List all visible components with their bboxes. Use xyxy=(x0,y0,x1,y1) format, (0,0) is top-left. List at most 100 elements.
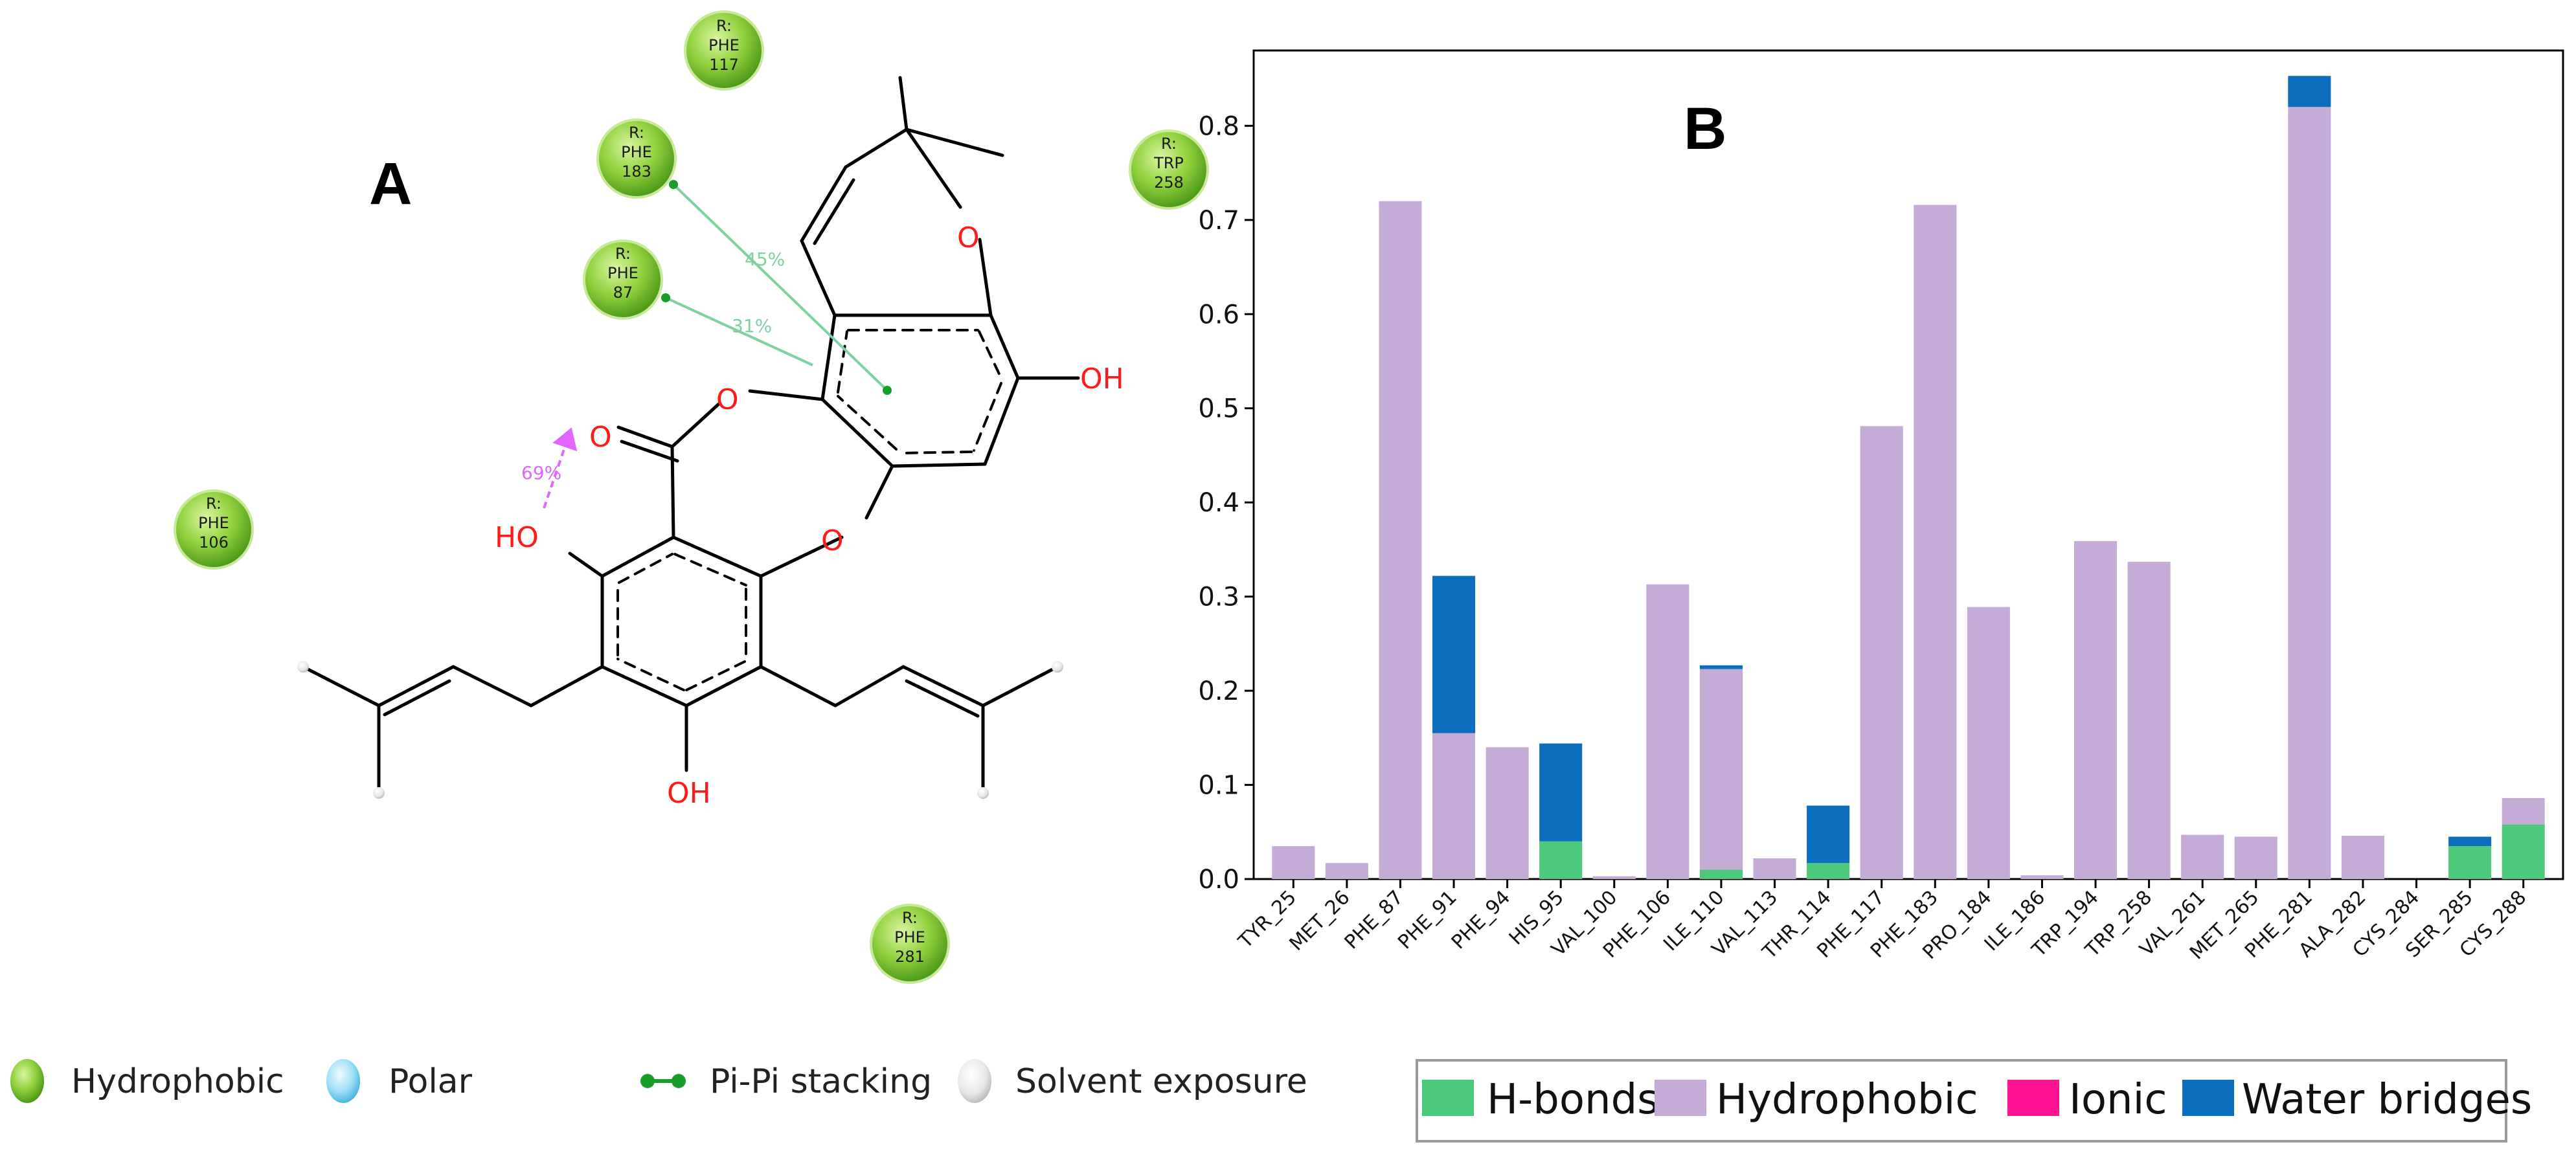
legend-hydrophobic-label: Hydrophobic xyxy=(71,1062,284,1101)
bar-phe-91-water-bridges xyxy=(1432,575,1476,733)
interaction-pct-45: 45% xyxy=(745,249,785,270)
x-axis: TYR_25MET_26PHE_87PHE_91PHE_94HIS_95VAL_… xyxy=(1234,879,2531,964)
h-bond-arrow xyxy=(543,427,578,509)
interaction-lines: 45% 31% 69% xyxy=(521,180,892,509)
svg-text:TRP: TRP xyxy=(1153,154,1184,172)
bar-cys-288-hydrophobic xyxy=(2502,798,2545,825)
atom-label-o-ether: O xyxy=(821,524,844,557)
panel-a: A xyxy=(10,10,1307,1103)
bar-met-265-hydrophobic xyxy=(2234,836,2277,879)
bar-val-100-hydrophobic xyxy=(1592,876,1636,879)
bar-his-95-water-bridges xyxy=(1539,743,1583,842)
svg-text:R:: R: xyxy=(629,124,644,142)
ring-centroid-dot xyxy=(883,386,892,395)
bar-ile-186-hydrophobic xyxy=(2020,875,2064,879)
x-tick-label: MET_26 xyxy=(1285,886,1355,955)
legend-label-hydrophobic: Hydrophobic xyxy=(1716,1076,1978,1124)
legend-label-h-bonds: H-bonds xyxy=(1487,1076,1659,1124)
svg-text:PHE: PHE xyxy=(607,264,638,282)
svg-text:258: 258 xyxy=(1154,173,1184,192)
bar-ile-110-hydrophobic xyxy=(1699,669,1743,870)
svg-text:PHE: PHE xyxy=(198,514,229,532)
bar-ile-110-h-bonds xyxy=(1699,869,1743,879)
legend-swatch-hydrophobic xyxy=(1655,1080,1706,1116)
solvent-exposure-dot xyxy=(297,661,309,673)
legend-solvent-label: Solvent exposure xyxy=(1015,1062,1307,1101)
solvent-exposure-markers xyxy=(297,661,1063,799)
atom-label-o-pyran: O xyxy=(957,221,980,254)
interaction-pct-31: 31% xyxy=(732,315,772,337)
svg-text:PHE: PHE xyxy=(621,143,652,161)
residue-phe106: R: PHE 106 xyxy=(174,489,254,570)
bar-phe-106-hydrophobic xyxy=(1646,584,1689,879)
legend-b-frame xyxy=(1416,1059,2507,1143)
svg-text:R:: R: xyxy=(716,17,732,35)
bar-val-113-hydrophobic xyxy=(1753,858,1796,879)
chart-bars xyxy=(1272,76,2545,880)
bar-trp-194-hydrophobic xyxy=(2074,541,2118,879)
bar-phe-87-hydrophobic xyxy=(1379,201,1422,879)
bar-phe-94-hydrophobic xyxy=(1486,747,1529,879)
bar-phe-117-hydrophobic xyxy=(1860,426,1903,879)
panel-a-letter: A xyxy=(369,151,412,217)
y-tick-label: 0.0 xyxy=(1198,865,1239,895)
residue-phe281: R: PHE 281 xyxy=(870,904,950,984)
x-tick-label: PHE_87 xyxy=(1340,886,1408,954)
y-axis: 0.0 0.1 0.2 0.3 0.4 0.5 0.6 0.7 0.8 xyxy=(1198,111,1254,895)
legend-label-water-bridges: Water bridges xyxy=(2242,1076,2532,1124)
svg-text:183: 183 xyxy=(622,162,651,181)
bar-ser-285-water-bridges xyxy=(2448,836,2492,847)
grey-sphere-icon xyxy=(958,1059,991,1103)
svg-text:281: 281 xyxy=(895,948,925,966)
bar-ser-285-h-bonds xyxy=(2448,846,2492,879)
atom-label-o-ester: O xyxy=(716,383,739,416)
atom-labels: O OH O O O HO OH xyxy=(495,221,1124,810)
x-tick-label: PHE_91 xyxy=(1394,886,1461,954)
legend-pipi-label: Pi-Pi stacking xyxy=(710,1062,932,1101)
bar-cys-288-h-bonds xyxy=(2502,824,2545,879)
bar-tyr-25-hydrophobic xyxy=(1272,846,1315,879)
solvent-exposure-dot xyxy=(373,787,385,799)
svg-text:117: 117 xyxy=(709,56,739,74)
x-tick-label: PHE_94 xyxy=(1447,886,1515,954)
legend-label-ionic: Ionic xyxy=(2069,1076,2167,1124)
atom-label-oh-right: OH xyxy=(1080,362,1124,396)
svg-text:R:: R: xyxy=(206,495,221,513)
bar-pro-184-hydrophobic xyxy=(1967,607,2010,879)
bar-his-95-h-bonds xyxy=(1539,841,1583,879)
bar-ile-110-water-bridges xyxy=(1699,665,1743,669)
pi-pi-endpoint xyxy=(661,293,670,302)
legend-a: Hydrophobic Polar Pi-Pi stacking Solvent… xyxy=(10,1059,1307,1103)
svg-text:PHE: PHE xyxy=(708,36,740,54)
legend-swatch-water-bridges xyxy=(2182,1080,2234,1116)
svg-text:106: 106 xyxy=(199,533,229,552)
atom-label-oh-bottom: OH xyxy=(667,777,711,810)
svg-text:87: 87 xyxy=(613,284,633,302)
y-tick-label: 0.2 xyxy=(1198,676,1239,706)
bar-trp-258-hydrophobic xyxy=(2127,561,2171,879)
legend-polar-label: Polar xyxy=(389,1062,473,1101)
bar-thr-114-water-bridges xyxy=(1807,805,1850,864)
svg-text:R:: R: xyxy=(1161,135,1177,153)
bar-val-261-hydrophobic xyxy=(2181,834,2224,879)
bar-phe-281-water-bridges xyxy=(2288,76,2331,107)
y-tick-label: 0.7 xyxy=(1198,206,1239,236)
residue-trp258: R: TRP 258 xyxy=(1129,129,1209,210)
svg-text:PHE: PHE xyxy=(894,928,925,946)
y-tick-label: 0.4 xyxy=(1198,488,1239,518)
solvent-exposure-dot xyxy=(977,787,989,799)
atom-label-o-carbonyl: O xyxy=(589,421,612,454)
ligand-structure xyxy=(301,76,1080,795)
legend-b: H-bonds Hydrophobic Ionic Water bridges xyxy=(1416,1059,2532,1143)
pi-pi-line-phe183 xyxy=(672,183,888,392)
pi-pi-line-phe87 xyxy=(665,296,813,366)
y-tick-label: 0.3 xyxy=(1198,583,1239,612)
residue-phe183: R: PHE 183 xyxy=(596,118,677,199)
svg-text:R:: R: xyxy=(615,245,631,263)
solvent-exposure-dot xyxy=(1052,661,1063,673)
bar-thr-114-h-bonds xyxy=(1807,863,1850,879)
bar-phe-281-hydrophobic xyxy=(2288,107,2331,880)
bar-ala-282-hydrophobic xyxy=(2341,836,2384,879)
green-sphere-icon xyxy=(10,1059,44,1103)
bar-met-26-hydrophobic xyxy=(1325,863,1368,879)
